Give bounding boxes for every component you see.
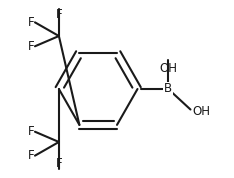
Text: F: F bbox=[28, 16, 34, 29]
Text: OH: OH bbox=[192, 105, 210, 118]
Text: OH: OH bbox=[159, 62, 177, 75]
Text: F: F bbox=[28, 149, 34, 162]
Text: B: B bbox=[164, 82, 172, 96]
Text: F: F bbox=[28, 125, 34, 138]
Text: F: F bbox=[56, 157, 62, 170]
Text: F: F bbox=[56, 8, 62, 21]
Text: F: F bbox=[28, 40, 34, 53]
